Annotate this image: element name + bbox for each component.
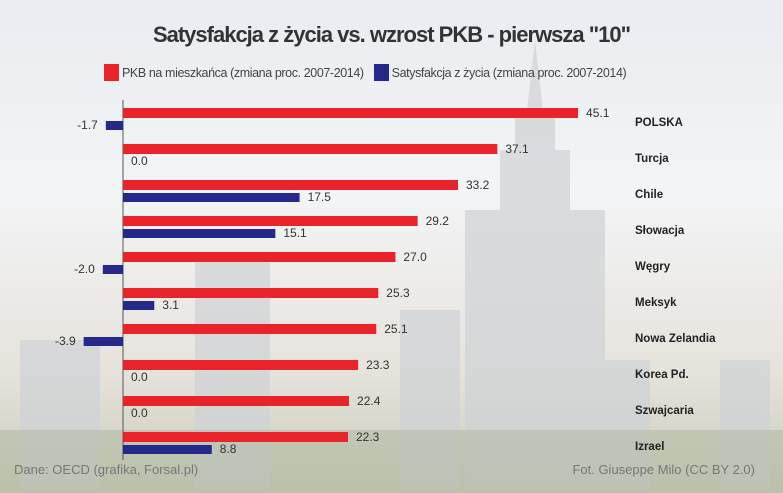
satisfaction-value-label-0: -1.7 [77,118,98,132]
gdp-bar-8 [123,396,350,406]
chart-title: Satysfakcja z życia vs. wzrost PKB - pie… [152,22,631,47]
category-label-5: Meksyk [635,297,677,309]
gdp-bar-9 [123,432,349,442]
satisfaction-value-label-3: 15.1 [283,226,307,240]
category-label-0: POLSKA [635,117,683,129]
gdp-value-label-2: 33.2 [466,178,490,192]
satisfaction-bar-9 [123,445,212,454]
satisfaction-bar-6 [83,337,123,346]
legend-swatch-satisfaction [373,64,389,81]
satisfaction-value-label-1: 0.0 [131,154,148,168]
category-label-6: Nowa Zelandia [635,333,716,345]
gdp-value-label-8: 22.4 [357,394,381,408]
gdp-bar-7 [123,360,359,370]
legend-label-gdp: PKB na mieszkańca (zmiana proc. 2007-201… [122,65,364,80]
satisfaction-bar-3 [123,229,276,238]
category-label-4: Węgry [635,261,671,273]
category-label-2: Chile [635,189,663,201]
satisfaction-bar-4 [102,265,123,274]
legend-item-gdp: PKB na mieszkańca (zmiana proc. 2007-201… [104,64,364,81]
gdp-value-label-0: 45.1 [586,106,610,120]
gdp-bar-1 [123,144,498,154]
satisfaction-value-label-6: -3.9 [55,334,76,348]
gdp-bar-2 [123,180,458,190]
gdp-value-label-7: 23.3 [366,358,390,372]
gdp-bar-5 [123,288,379,298]
gdp-value-label-4: 27.0 [403,250,427,264]
category-label-1: Turcja [635,153,669,165]
category-label-9: Izrael [635,441,664,453]
legend-item-satisfaction: Satysfakcja z życia (zmiana proc. 2007-2… [373,64,627,81]
satisfaction-value-label-7: 0.0 [131,370,148,384]
legend: PKB na mieszkańca (zmiana proc. 2007-201… [104,64,636,81]
source-note: Dane: OECD (grafika, Forsal.pl) [14,462,199,477]
legend-swatch-gdp [104,64,119,81]
gdp-value-label-3: 29.2 [426,214,450,228]
gdp-value-label-5: 25.3 [386,286,410,300]
satisfaction-value-label-9: 8.8 [220,442,237,456]
photo-credit: Fot. Giuseppe Milo (CC BY 2.0) [572,462,755,477]
gdp-bar-0 [123,108,579,118]
gdp-value-label-9: 22.3 [356,430,380,444]
satisfaction-bar-0 [105,121,123,130]
gdp-bar-3 [123,216,418,226]
gdp-bar-6 [123,324,377,334]
gdp-value-label-6: 25.1 [384,322,408,336]
category-label-3: Słowacja [635,225,685,237]
satisfaction-bar-5 [123,301,155,310]
gdp-bar-4 [123,252,396,262]
satisfaction-value-label-5: 3.1 [162,298,179,312]
satisfaction-value-label-4: -2.0 [74,262,95,276]
satisfaction-value-label-8: 0.0 [131,406,148,420]
legend-label-satisfaction: Satysfakcja z życia (zmiana proc. 2007-2… [391,65,627,80]
gdp-value-label-1: 37.1 [505,142,529,156]
category-label-7: Korea Pd. [635,369,689,381]
satisfaction-value-label-2: 17.5 [308,190,332,204]
category-label-8: Szwajcaria [635,405,694,417]
satisfaction-bar-2 [123,193,300,202]
